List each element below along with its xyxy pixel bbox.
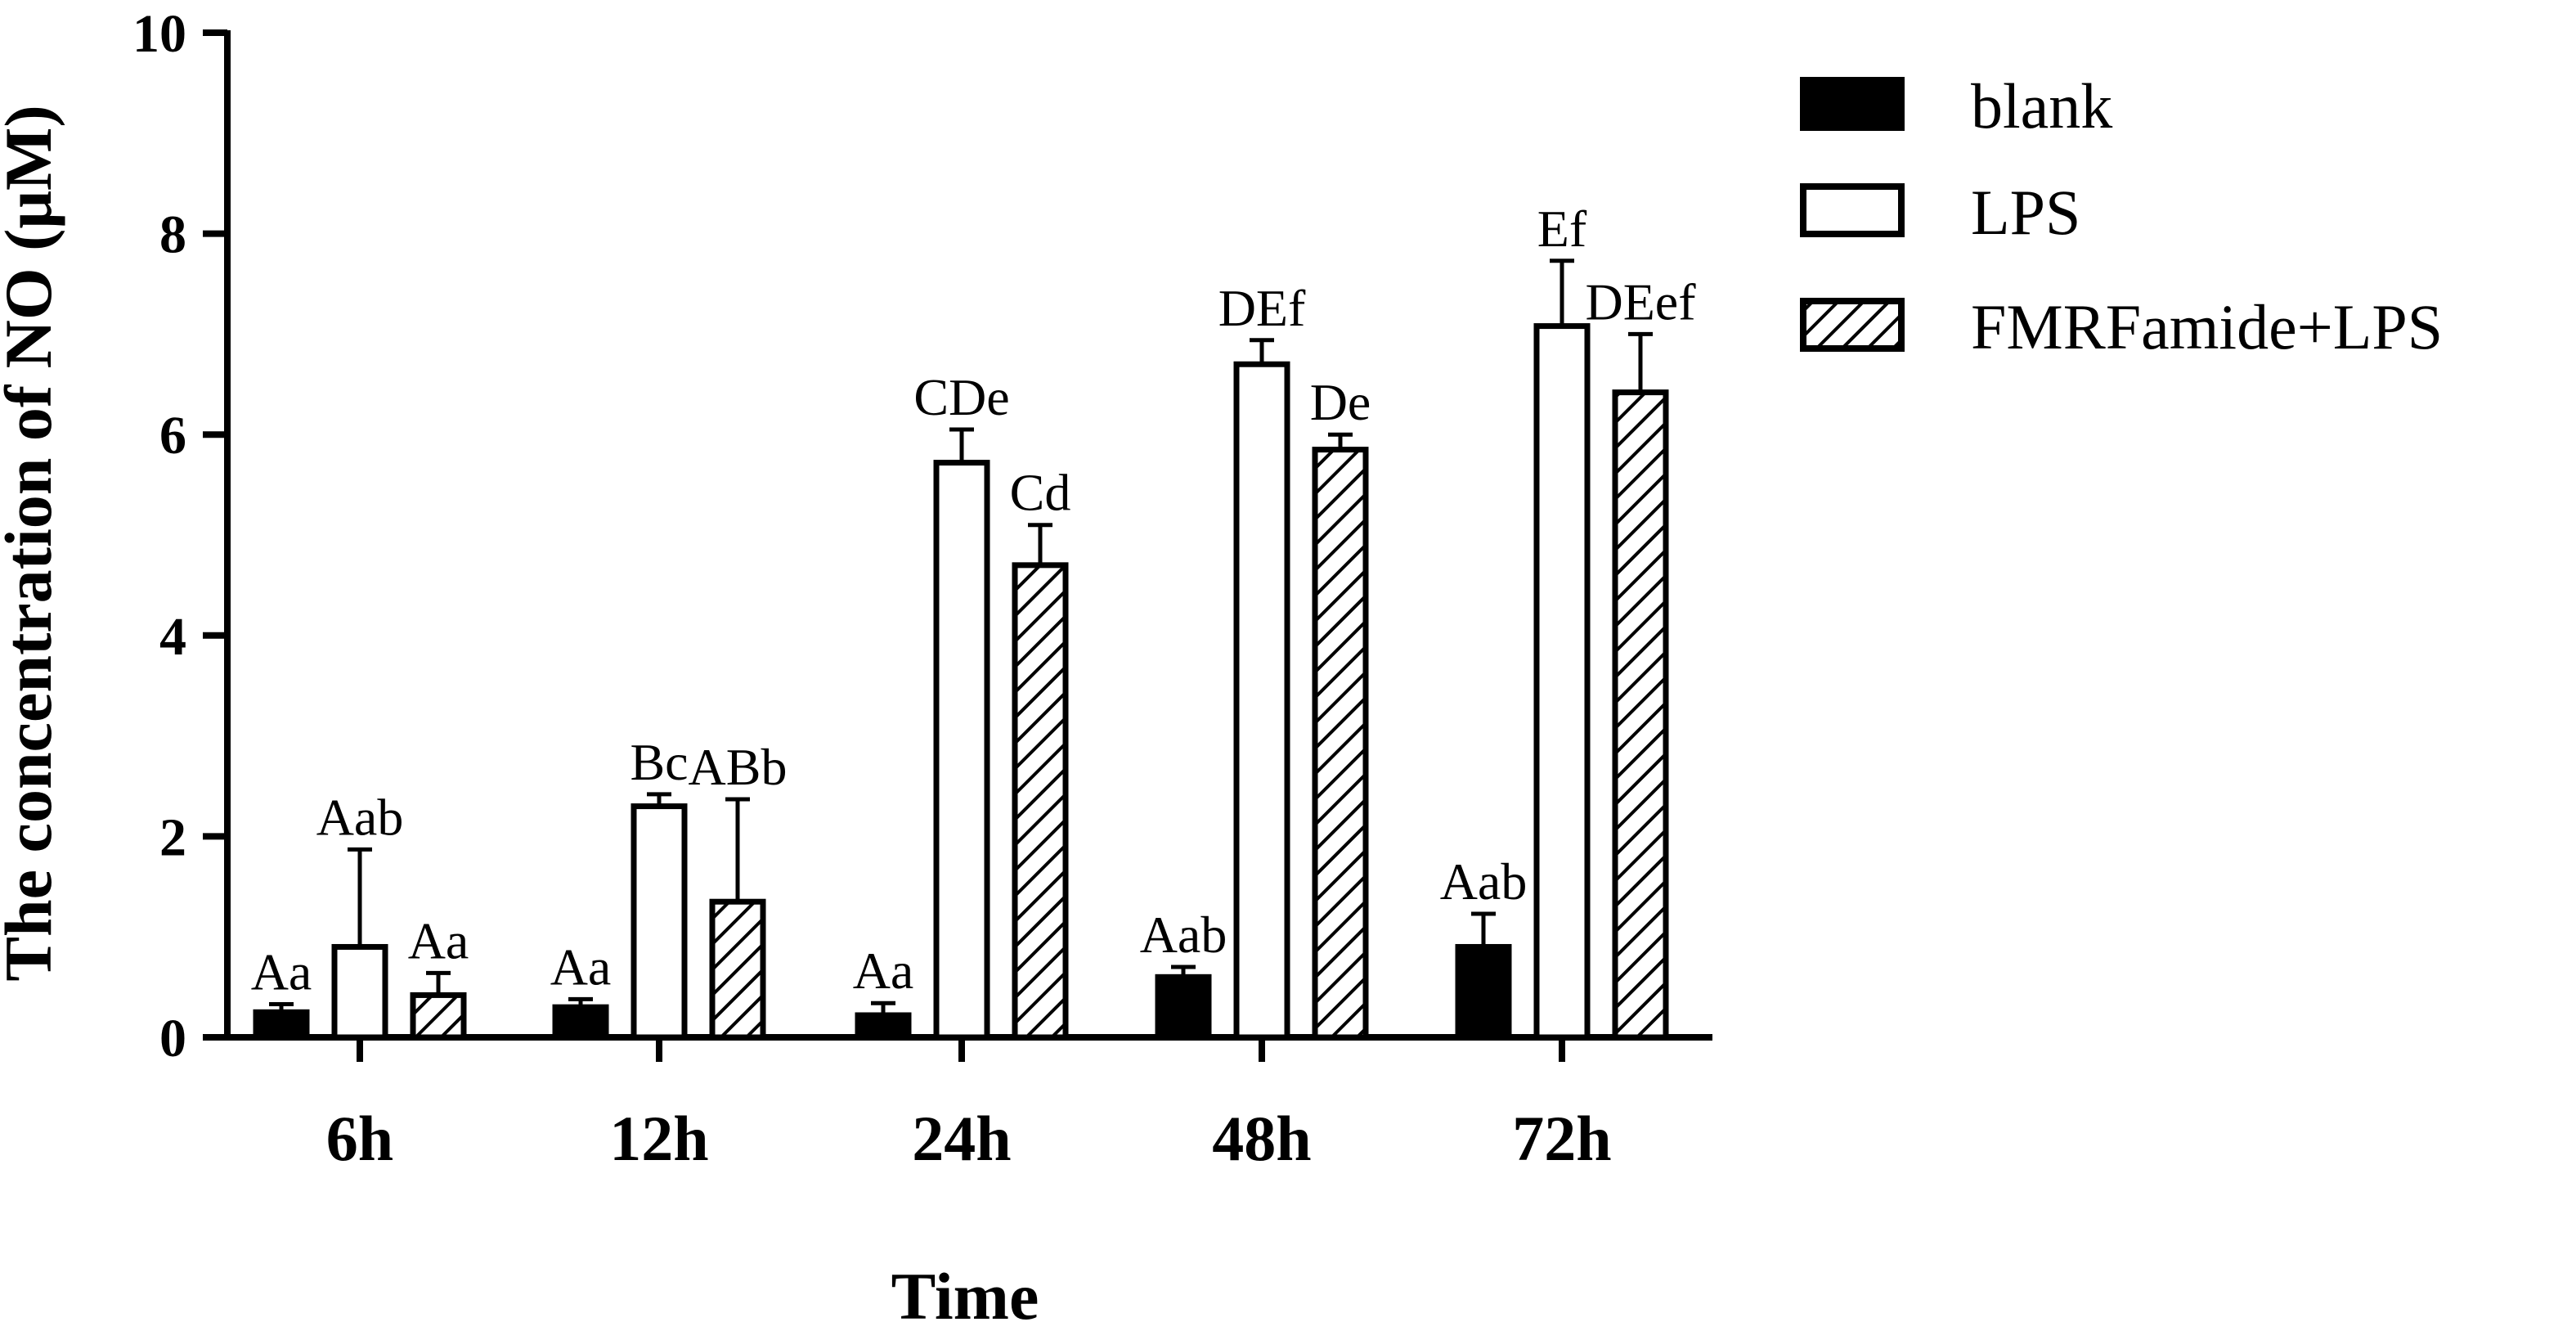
- data-label: DEef: [1585, 272, 1696, 331]
- bar: [1455, 943, 1512, 1041]
- legend-swatch: [1800, 77, 1905, 131]
- data-label: Aab: [1140, 906, 1227, 964]
- data-label: Aa: [251, 942, 312, 1000]
- x-tick-label: 24h: [912, 1103, 1011, 1174]
- data-label: ABb: [689, 738, 788, 796]
- y-tick-label: 10: [132, 4, 186, 64]
- x-tick-label: 6h: [326, 1103, 393, 1174]
- bar: [855, 1012, 912, 1041]
- legend-label: blank: [1971, 70, 2112, 142]
- legend-swatch: [1800, 298, 1905, 352]
- x-axis-title: Time: [891, 1259, 1039, 1327]
- legend-label: LPS: [1971, 177, 2080, 248]
- legend-label: FMRFamide+LPS: [1971, 291, 2443, 362]
- data-label: Ef: [1537, 200, 1587, 258]
- x-tick-label: 48h: [1212, 1103, 1311, 1174]
- bar: [1012, 562, 1069, 1041]
- bar: [1155, 974, 1212, 1041]
- data-label: Aab: [1440, 852, 1528, 911]
- bars: [253, 259, 1669, 1041]
- significance-labels: Aa Aa Aa Aab Aab Aab Bc CDe DEf Ef Aa ABb Cd De DEef: [251, 200, 1697, 1001]
- data-label: CDe: [913, 368, 1009, 426]
- axes: 0 2 4 6 8 10 6h 12h 24h 48h 72h: [132, 4, 1712, 1174]
- bar: [1612, 389, 1669, 1041]
- y-tick-label: 0: [159, 1009, 186, 1068]
- bar: [1312, 447, 1369, 1041]
- data-label: De: [1310, 373, 1371, 431]
- bar: [631, 803, 688, 1041]
- data-label: Bc: [630, 733, 688, 791]
- bar: [1233, 361, 1290, 1041]
- bar: [253, 1009, 310, 1041]
- y-axis-title: The concentration of NO (μM): [0, 105, 65, 981]
- bar: [709, 898, 766, 1041]
- data-label: DEf: [1218, 279, 1306, 337]
- y-tick-label: 6: [159, 406, 186, 465]
- bar: [552, 1004, 609, 1041]
- y-tick-label: 2: [159, 807, 186, 867]
- legend: blank LPS FMRFamide+LPS: [1800, 70, 2443, 362]
- data-label: Aa: [853, 942, 914, 1000]
- x-tick-label: 12h: [609, 1103, 708, 1174]
- bar: [331, 943, 388, 1041]
- data-label: Aa: [408, 911, 469, 969]
- data-label: Aa: [550, 938, 612, 996]
- y-tick-label: 4: [159, 607, 186, 667]
- bar: [1533, 323, 1591, 1041]
- bar: [933, 460, 990, 1041]
- data-label: Cd: [1010, 464, 1071, 522]
- legend-swatch: [1800, 183, 1905, 237]
- y-tick-label: 8: [159, 205, 186, 265]
- bar: [410, 992, 467, 1041]
- x-tick-label: 72h: [1512, 1103, 1611, 1174]
- data-label: Aab: [316, 788, 404, 846]
